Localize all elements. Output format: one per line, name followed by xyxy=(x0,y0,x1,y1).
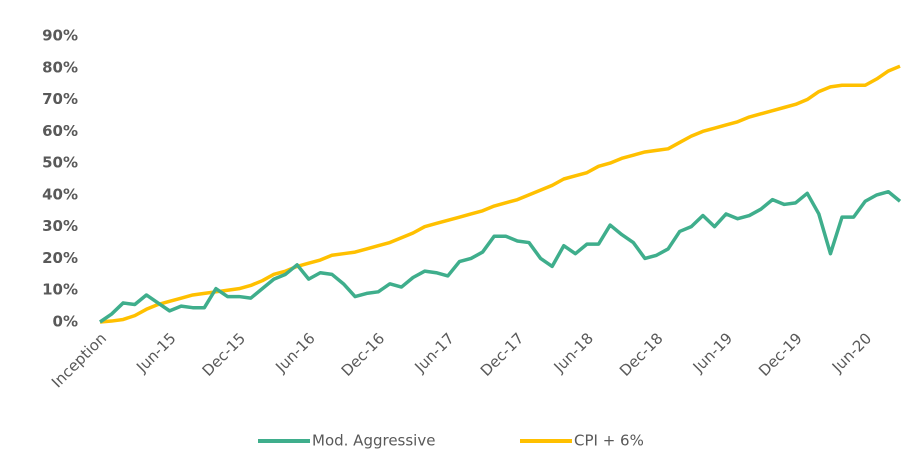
y-tick-label: 10% xyxy=(42,281,78,299)
x-tick-label: Dec-16 xyxy=(338,329,389,380)
y-tick-label: 60% xyxy=(42,122,78,140)
x-tick-label: Jun-17 xyxy=(411,329,458,376)
y-tick-label: 80% xyxy=(42,58,78,76)
x-tick-label: Jun-19 xyxy=(689,329,736,376)
x-tick-label: Jun-16 xyxy=(271,329,318,376)
series-line xyxy=(99,64,901,324)
x-tick-label: Jun-20 xyxy=(828,329,875,376)
x-tick-label: Dec-19 xyxy=(755,329,806,380)
y-tick-label: 90% xyxy=(42,27,78,45)
legend-label: CPI + 6% xyxy=(574,432,644,450)
x-tick-label: Dec-15 xyxy=(199,329,250,380)
y-tick-label: 30% xyxy=(42,217,78,235)
x-tick-label: Jun-15 xyxy=(132,329,179,376)
x-tick-label: Inception xyxy=(48,329,110,391)
x-tick-label: Jun-18 xyxy=(550,329,597,376)
x-tick-label: Dec-18 xyxy=(616,329,667,380)
legend-label: Mod. Aggressive xyxy=(312,432,435,450)
y-tick-label: 70% xyxy=(42,90,78,108)
x-tick-label: Dec-17 xyxy=(477,329,528,380)
y-tick-label: 50% xyxy=(42,154,78,172)
y-tick-label: 40% xyxy=(42,185,78,203)
series-line xyxy=(99,189,902,324)
y-tick-label: 20% xyxy=(42,249,78,267)
y-tick-label: 0% xyxy=(53,313,78,331)
